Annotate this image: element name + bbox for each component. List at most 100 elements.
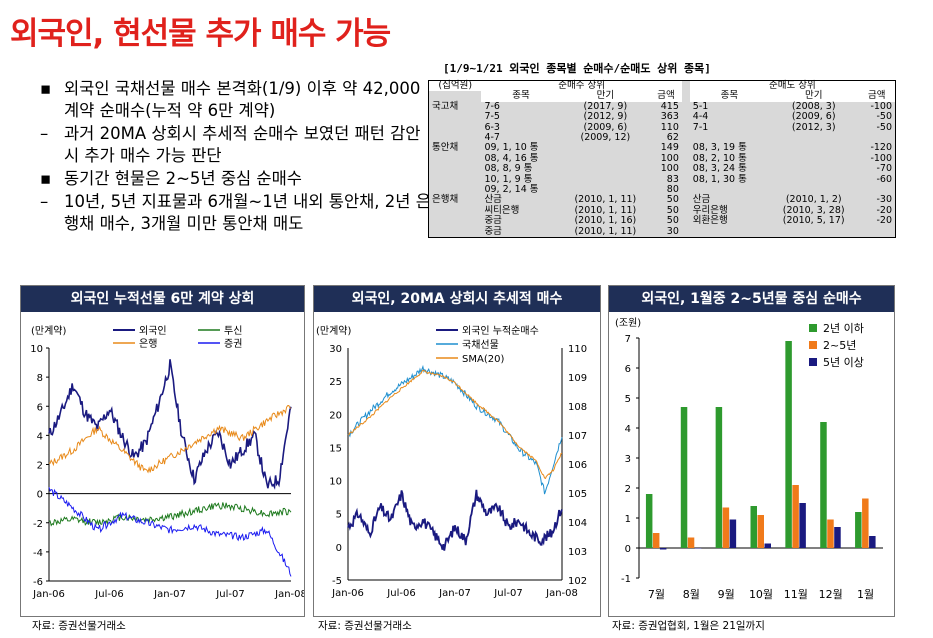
group-label [429, 154, 482, 164]
bullet-marker: – [40, 124, 49, 143]
column-header: 금액 [650, 90, 682, 102]
table-title: [1/9~1/21 외국인 종목별 순매수/순매도 상위 종목] [443, 62, 711, 75]
group-label [429, 227, 482, 238]
y-tick-label: 2 [625, 484, 631, 495]
table-cell: 50 [666, 194, 679, 206]
table-cell: 중금 [484, 215, 502, 227]
table-cell: 4-7 [484, 132, 500, 144]
y-tick-label: 2 [37, 461, 43, 472]
group-label: 은행채 [432, 194, 459, 206]
panel-title: 외국인, 20MA 상회시 추세적 매수 [314, 286, 600, 312]
table-cell: 중금 [484, 225, 502, 237]
table-cell: 30 [666, 225, 679, 237]
y-tick-label: -1 [621, 574, 631, 585]
table-cell: -50 [876, 121, 892, 133]
table-subheader-row: 종목 만기 금액 종목 만기 금액 [429, 90, 896, 102]
legend-swatch [809, 341, 817, 349]
column-header: 종목 [689, 90, 769, 102]
x-tick-label: 12월 [819, 588, 843, 601]
bullet-item: ▪ 동기간 현물은 2~5년 중심 순매수 [40, 168, 435, 190]
y2-tick-label: 107 [568, 431, 587, 442]
legend-label: 투신 [224, 325, 242, 337]
y-tick-label: -6 [33, 577, 43, 588]
x-tick-label: Jul-07 [493, 588, 522, 599]
spacer [682, 143, 690, 153]
table-cell: (2010, 1, 16) [574, 215, 637, 227]
y-axis-label: (만계약) [316, 325, 352, 337]
spacer [682, 154, 690, 164]
table-cell: (2010, 5, 17) [782, 215, 845, 227]
y-tick-label: 25 [329, 377, 342, 388]
bullet-text: 과거 20MA 상회시 추세적 순매수 보였던 패턴 감안시 추가 매수 가능 … [64, 124, 421, 165]
y-axis-label: (만계약) [31, 325, 67, 337]
table-row: 국고채 7-6 (2017, 9) 415 5-1 (2008, 3) -100 [429, 100, 896, 112]
table-row: 중금 (2010, 1, 16) 50 외환은행 (2010, 5, 17) -20 [429, 215, 896, 227]
group-label [429, 123, 482, 133]
panel-title: 외국인, 1월중 2~5년물 중심 순매수 [609, 286, 894, 312]
group-label: 통안채 [432, 142, 459, 154]
y-tick-label: 0 [625, 544, 631, 555]
table-row: 씨티은행 (2010, 1, 11) 50 우리은행 (2010, 3, 28) -20 [429, 204, 896, 216]
y-tick-label: -2 [33, 519, 43, 530]
table-cell: (2017, 9) [583, 100, 628, 112]
bar-2 [757, 515, 764, 548]
y-tick-label: 20 [329, 410, 342, 421]
x-tick-label: Jan-06 [32, 589, 65, 600]
table-row: 09, 2, 14 통 80 [429, 184, 896, 195]
source-note: 자료: 증권선물거래소 [32, 620, 126, 632]
series-line-4 [48, 487, 292, 577]
y2-tick-label: 109 [568, 373, 587, 384]
y-tick-label: 1 [625, 514, 631, 525]
bar-1 [855, 512, 862, 548]
table-cell: -20 [876, 204, 892, 216]
table-cell [769, 143, 858, 153]
table-row: 10, 1, 9 통 83 08, 1, 30 통 -60 [429, 173, 896, 185]
table-cell: 100 [660, 163, 679, 175]
table-cell: 50 [666, 204, 679, 216]
table-row: 통안채 09, 1, 10 통 149 08, 3, 19 통 -120 [429, 142, 896, 154]
table-cell: 08, 1, 30 통 [692, 173, 747, 185]
table-cell [769, 227, 858, 238]
source-note: 자료: 증권선물거래소 [318, 620, 412, 632]
legend-label: SMA(20) [462, 354, 504, 365]
y-tick-label: 30 [329, 344, 342, 355]
table-cell: 08, 3, 24 통 [692, 163, 747, 175]
table-cell: (2009, 6) [791, 111, 836, 123]
table-cell: (2010, 1, 11) [574, 204, 637, 216]
legend-label: 외국인 누적순매수 [462, 325, 539, 337]
table-cell: 415 [660, 100, 679, 112]
table-cell: 7-5 [484, 111, 500, 123]
table-cell [690, 227, 769, 238]
table-cell [769, 164, 858, 174]
spacer [682, 227, 690, 238]
table-cell: -50 [876, 111, 892, 123]
series-line-3 [347, 369, 563, 480]
series-line-3 [48, 404, 292, 474]
bar-3 [799, 503, 806, 548]
table-header-row: (십억원) 순매수 상위 순매도 상위 [428, 80, 896, 92]
table-cell: 149 [660, 142, 679, 154]
spacer [682, 185, 690, 195]
bullet-marker: ▪ [40, 169, 52, 188]
x-tick-label: Jan-07 [153, 589, 186, 600]
x-tick-label: Jul-06 [386, 588, 415, 599]
table-cell [561, 175, 650, 185]
group-label [429, 112, 482, 122]
table-cell: (2009, 12) [580, 132, 631, 144]
y-tick-label: -5 [332, 576, 342, 587]
y-tick-label: 4 [625, 424, 631, 435]
legend-label: 2~5년 [823, 339, 856, 352]
table-cell: 5-1 [692, 100, 709, 112]
bar-3 [729, 519, 737, 548]
table-cell [769, 133, 858, 143]
column-header: 만기 [769, 90, 859, 102]
bar-1 [680, 407, 688, 548]
column-header: 금액 [858, 90, 896, 102]
bullet-list: ▪ 외국인 국채선물 매수 본격화(1/9) 이후 약 42,000계약 순매수(… [40, 78, 435, 236]
table-row: 7-5 (2012, 9) 363 4-4 (2009, 6) -50 [429, 111, 896, 123]
x-tick-label: 10월 [749, 588, 773, 601]
group-label: 국고채 [432, 100, 459, 112]
series-line-2 [48, 502, 292, 527]
table-cell: 7-6 [484, 100, 500, 112]
